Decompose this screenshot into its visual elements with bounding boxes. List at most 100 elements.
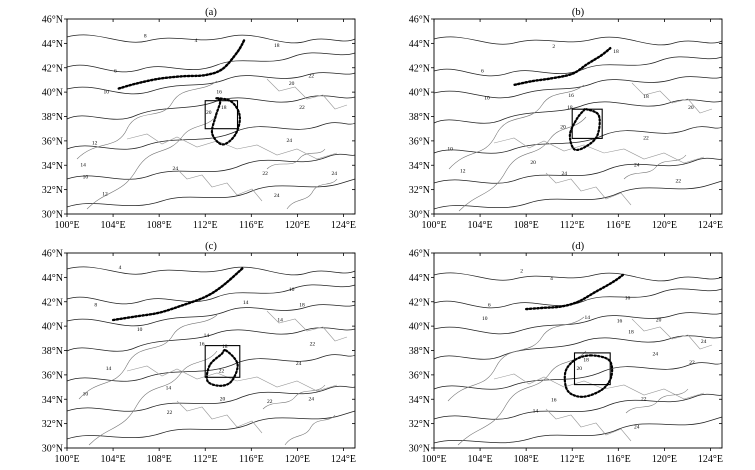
panel-a-frame <box>66 18 356 215</box>
panel-a-contour-label: 4 <box>195 38 198 44</box>
panel-d-contour-label: 22 <box>689 360 695 366</box>
panel-c-boundary <box>126 365 338 392</box>
y-tick-label: 38°N <box>409 112 430 123</box>
panel-c-contour-label: 14 <box>106 366 112 372</box>
panel-b-map <box>433 36 723 212</box>
panel-a-study-box <box>204 100 239 130</box>
y-tick-label: 36°N <box>42 136 63 147</box>
panel-c-contour-label: 22 <box>267 399 273 405</box>
panel-a-isoline <box>66 72 356 95</box>
panel-b-isoline <box>433 56 723 77</box>
panel-c-isoline <box>262 384 326 410</box>
panel-d-label: (d) <box>572 241 585 252</box>
x-tick-label: 100°E <box>54 220 79 231</box>
panel-a-contour-label: 18 <box>221 105 227 111</box>
panel-a-contour-label: 24 <box>274 193 280 199</box>
panel-d-isoline <box>433 288 723 309</box>
panel-b-label: (b) <box>572 7 585 18</box>
panel-a-contour-label: 14 <box>80 163 86 169</box>
y-tick-label: 44°N <box>409 39 430 50</box>
panel-a-contour-label: 8 <box>144 33 147 39</box>
panel-c-boundary <box>266 310 348 342</box>
panel-c-contour-label: 18 <box>299 303 305 309</box>
panel-c-contour-label: 22 <box>219 368 225 374</box>
panel-d-contour-label: 18 <box>583 358 589 364</box>
panel-a-contour-label: 20 <box>289 81 295 87</box>
panel-b-y-ticks: 30°N 32°N 34°N 36°N 38°N 40°N 42°N 44°N 46°N <box>409 15 722 221</box>
panel-c-isoline <box>284 414 336 446</box>
y-tick-label: 42°N <box>42 297 63 308</box>
x-tick-label: 104°E <box>101 454 126 465</box>
panel-a-contour-label: 10 <box>103 89 109 95</box>
panel-d-contour-label: 24 <box>701 339 707 345</box>
panel-c-contour-label: 8 <box>94 303 97 309</box>
panel-c-isoline <box>66 304 356 327</box>
panel-d-isoline <box>433 393 723 420</box>
panel-c-contour-label: 14 <box>204 333 210 339</box>
panel-c-contour-label: 14 <box>277 317 283 323</box>
panel-a-contour-label: 22 <box>299 105 305 111</box>
panel-a-contour-label: 10 <box>83 175 89 181</box>
panel-a-jet-axis <box>117 38 246 90</box>
panel-c-contour-label: 22 <box>310 342 316 348</box>
panel-d-x-ticks: 100°E 104°E 108°E 112°E 116°E 120°E 124°E <box>421 253 723 465</box>
panel-a-contour-label: 24 <box>287 138 293 144</box>
y-tick-label: 36°N <box>409 136 430 147</box>
panel-b-contour-label: 18 <box>643 94 649 100</box>
panel-d-contour-label: 20 <box>656 317 662 323</box>
panel-b-contour-label: 20 <box>560 125 566 131</box>
panel-b-contour-label: 18 <box>613 49 619 55</box>
x-tick-label: 116°E <box>606 220 631 231</box>
panel-a-boundary <box>176 168 263 202</box>
panel-d-contour-label: 14 <box>584 315 590 321</box>
panel-c-isoline <box>66 385 356 412</box>
x-tick-label: 100°E <box>421 220 446 231</box>
y-tick-label: 44°N <box>42 39 63 50</box>
panel-d-contour-label: 20 <box>576 366 582 372</box>
panel-a-isoline <box>66 34 356 44</box>
panel-c-y-ticks: 30°N 32°N 34°N 36°N 38°N 40°N 42°N 44°N 46°N <box>42 249 355 455</box>
panel-b-boundary <box>493 137 705 164</box>
panel-d-isoline <box>433 335 723 360</box>
y-tick-label: 46°N <box>409 15 430 26</box>
panel-b-frame <box>433 18 723 215</box>
panel-d-isoline <box>447 316 585 402</box>
panel-c-contour-label: 22 <box>167 410 173 416</box>
panel-a-contour-label: 24 <box>173 166 179 172</box>
x-tick-label: 124°E <box>331 454 356 465</box>
panel-c-overlay: 14 16 18 22 14 14 16 18 22 24 24 22 20 14 22 14 10 10 4 8 <box>83 265 316 416</box>
panel-d-contour-label: 2 <box>520 269 523 275</box>
x-tick-label: 104°E <box>468 454 493 465</box>
panel-b-study-box <box>571 108 603 139</box>
panel-a-contour-label: 12 <box>102 192 108 198</box>
panel-b: (b) 18 20 16 18 18 20 22 24 22 24 20 12 10 10 6 2 100°E… <box>409 7 723 231</box>
y-tick-label: 30°N <box>409 444 430 455</box>
panel-d-y-ticks: 30°N 32°N 34°N 36°N 38°N 40°N 42°N 44°N 46°N <box>409 249 722 455</box>
panel-a-dotted-region <box>210 97 241 146</box>
panel-c-contour-label: 20 <box>220 397 226 403</box>
panel-a-overlay: 16 20 18 18 20 22 22 24 24 22 24 24 8 4 6 10 12 14 10 12 <box>80 33 337 199</box>
panel-d-isoline <box>625 388 689 414</box>
y-tick-label: 40°N <box>409 88 430 99</box>
panel-d-isoline <box>433 272 723 282</box>
panel-c-isoline <box>66 327 356 352</box>
y-tick-label: 46°N <box>409 249 430 260</box>
y-tick-label: 42°N <box>409 63 430 74</box>
panel-b-contour-label: 24 <box>634 163 640 169</box>
panel-d-boundary <box>545 408 632 442</box>
x-tick-label: 108°E <box>514 454 539 465</box>
panel-b-jet-axis <box>513 47 612 86</box>
panel-b-isoline <box>448 84 585 170</box>
panel-a-contour-label: 16 <box>216 89 222 95</box>
panel-a-boundary <box>126 133 338 160</box>
x-tick-label: 112°E <box>560 220 585 231</box>
panel-a-isoline <box>66 52 356 73</box>
y-tick-label: 32°N <box>42 185 63 196</box>
y-tick-label: 40°N <box>42 322 63 333</box>
panel-c-isoline <box>78 314 218 400</box>
panel-b-isoline <box>433 99 723 124</box>
panel-b-contour-label: 12 <box>460 169 466 175</box>
